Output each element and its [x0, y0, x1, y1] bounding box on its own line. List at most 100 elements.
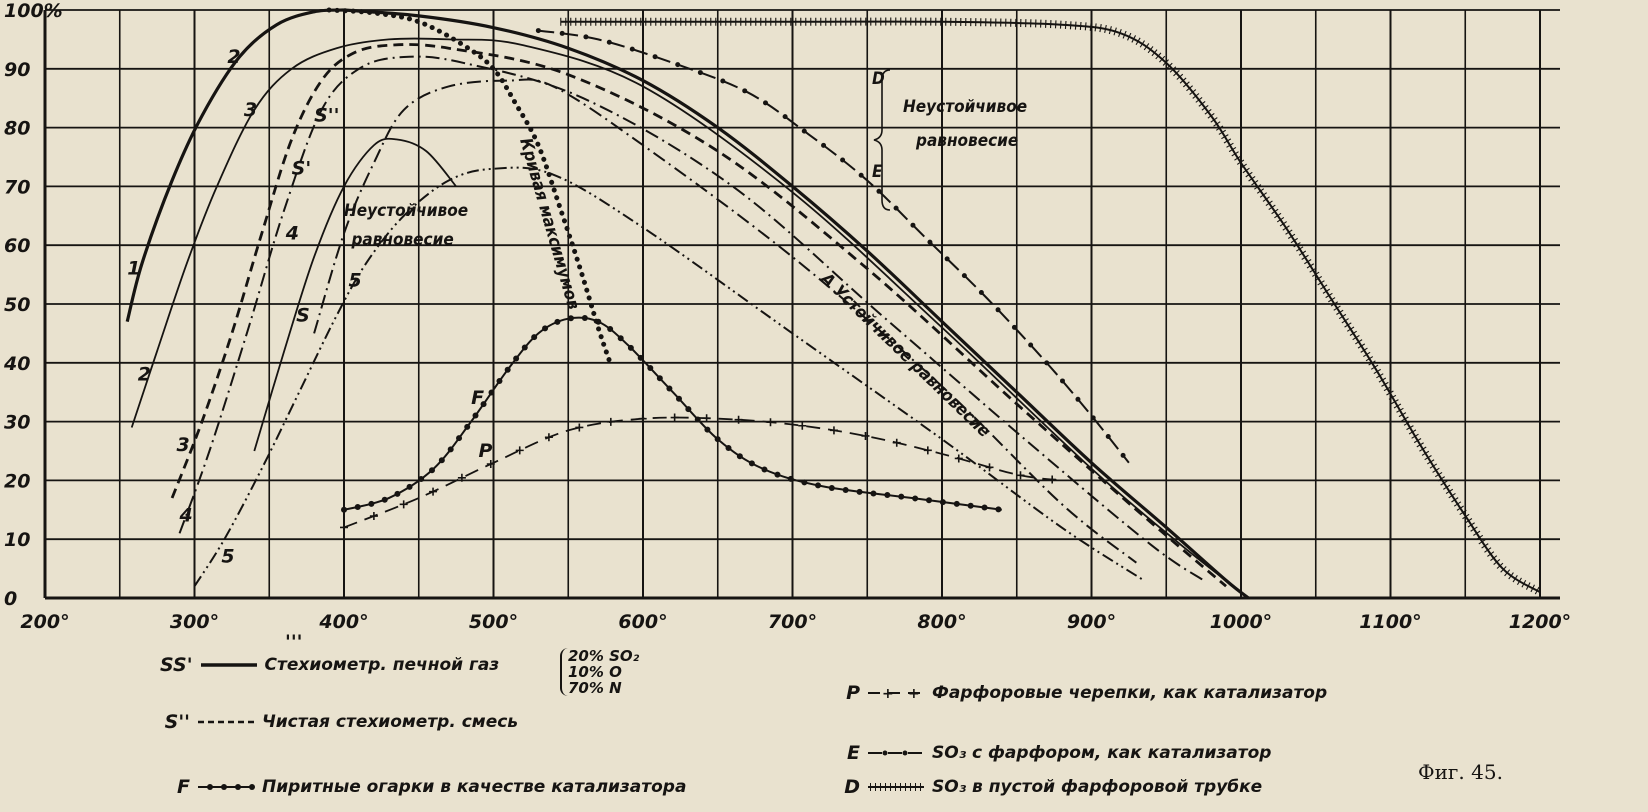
hatch-mark: [1210, 117, 1218, 123]
data-point-plus: [544, 433, 553, 442]
data-point: [607, 326, 614, 333]
data-point-plus: [575, 423, 584, 432]
hatch-mark: [1419, 446, 1427, 452]
curve-label: S': [292, 158, 312, 180]
data-point: [961, 273, 967, 279]
legend-key: SS': [160, 654, 193, 676]
curve-label: 2: [138, 363, 151, 385]
data-point: [583, 34, 589, 40]
data-point: [912, 495, 919, 502]
hatch-mark: [1198, 100, 1206, 107]
hatch-mark: [1448, 492, 1456, 499]
data-point: [870, 490, 877, 497]
hatch-mark: [1360, 347, 1368, 353]
hatch-mark: [1262, 196, 1270, 202]
hatch-mark: [1231, 151, 1239, 157]
hatch-mark: [1298, 250, 1307, 256]
hatch-mark: [1169, 66, 1177, 73]
legend-label: Фарфоровые черепки, как катализатор: [932, 683, 1328, 703]
hatch-mark: [1215, 125, 1224, 131]
data-point-plus: [1016, 471, 1025, 480]
data-point: [652, 54, 658, 60]
hatch-mark: [1207, 112, 1215, 119]
y-tick-label: 50: [4, 294, 30, 316]
hatch-mark: [1251, 180, 1259, 186]
hatch-mark: [1516, 577, 1522, 586]
composition-so2: 20% SO₂: [568, 647, 640, 665]
data-point: [815, 482, 822, 489]
x-tick-label: 300°: [170, 611, 219, 633]
hatch-mark: [1383, 386, 1392, 392]
hatch-mark: [1322, 288, 1331, 294]
hatch-mark: [1069, 21, 1072, 30]
data-point: [595, 318, 602, 325]
hatch-mark: [1416, 442, 1424, 448]
legend-label: SO₃ в пустой фарфоровой трубке: [932, 777, 1263, 797]
data-point: [606, 39, 612, 45]
curve-series-ss: [343, 8, 1250, 600]
data-point: [762, 100, 768, 106]
annotation-6: Неустойчивое: [903, 97, 1027, 117]
hatch-mark: [1131, 35, 1137, 43]
legend-symbol-cross-hatched: [868, 783, 924, 791]
x-tick-label: 1100°: [1359, 611, 1421, 633]
data-point-plus: [399, 500, 408, 509]
data-point: [1044, 360, 1050, 366]
data-point: [856, 488, 863, 495]
hatch-mark: [1239, 163, 1247, 170]
data-point: [480, 401, 487, 408]
data-point: [787, 475, 794, 482]
legend-item-e: E SO₃ с фарфором, как катализатор: [830, 742, 1271, 764]
hatch-mark: [1325, 292, 1333, 299]
hatch-mark: [1368, 360, 1376, 366]
hatch-mark: [1279, 221, 1287, 227]
data-point: [447, 446, 454, 453]
data-point: [464, 423, 471, 430]
hatch-mark: [1512, 575, 1518, 583]
data-point: [438, 457, 445, 464]
data-point: [496, 378, 503, 385]
data-point-plus: [861, 431, 870, 440]
composition-n: 70% N: [568, 679, 622, 697]
data-point-plus: [1048, 475, 1057, 484]
annotation-7: равновесие: [915, 131, 1018, 151]
legend-item-d: D SO₃ в пустой фарфоровой трубке: [830, 776, 1262, 798]
data-point: [884, 492, 891, 499]
hatch-mark: [1226, 142, 1234, 148]
data-point: [456, 435, 463, 442]
legend-symbol-dashed: [198, 720, 254, 724]
hatch-mark: [1223, 138, 1232, 144]
data-point-plus: [515, 446, 524, 455]
data-point: [1028, 342, 1034, 348]
hatch-mark: [1204, 108, 1212, 115]
hatch-mark: [1357, 343, 1366, 349]
hatch-mark: [1265, 200, 1273, 206]
data-point: [559, 30, 565, 36]
data-point: [828, 484, 835, 491]
curve-labels: 1 2 3 4 5 S' S'' S F P 2 3 4 5: [127, 46, 492, 568]
hatch-mark: [1388, 394, 1397, 400]
curve-series-s: [253, 137, 457, 452]
data-point-plus: [670, 413, 679, 422]
hatch-mark: [1306, 263, 1315, 269]
hatch-mark: [1320, 284, 1328, 290]
hatch-mark: [1365, 356, 1374, 362]
data-point: [697, 70, 703, 76]
legend-label: Чистая стехиометр. смесь: [262, 712, 519, 732]
data-point: [675, 395, 682, 402]
hatch-mark: [1429, 463, 1438, 469]
legend-symbol-plus-dash: + +: [868, 687, 924, 699]
hatch-mark: [1304, 259, 1312, 265]
hatch-mark: [1403, 420, 1412, 426]
annotation-4: D: [872, 69, 885, 89]
data-point-plus: [702, 414, 711, 423]
hatch-mark: [1534, 586, 1540, 595]
data-point: [637, 354, 644, 361]
hatch-mark: [1411, 433, 1419, 439]
x-tick-label: 600°: [618, 611, 667, 633]
data-point: [581, 314, 588, 321]
hatch-mark: [1268, 204, 1276, 211]
hatch-mark: [1236, 159, 1245, 165]
hatch-mark: [1155, 52, 1162, 60]
data-point: [513, 355, 520, 362]
